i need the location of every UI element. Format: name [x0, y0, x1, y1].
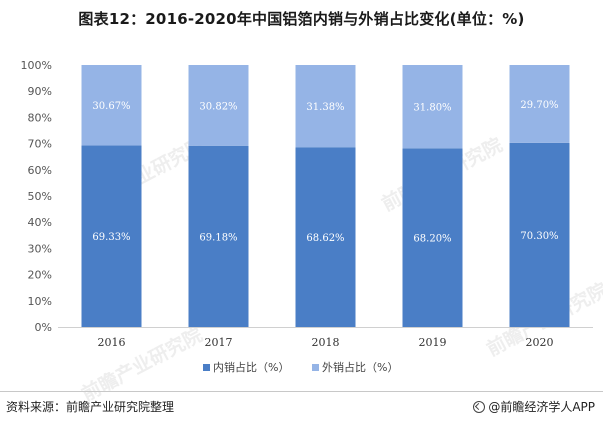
- bar-outer-sales: [509, 65, 570, 143]
- y-tick-label: 90%: [28, 85, 52, 98]
- bar-inner-sales: [509, 142, 570, 327]
- data-label-inner: 69.33%: [92, 232, 130, 243]
- x-tick-label: 2019: [419, 336, 447, 349]
- data-label-inner: 68.62%: [306, 233, 344, 244]
- bar-inner-sales: [81, 145, 142, 327]
- y-tick-label: 80%: [28, 111, 52, 124]
- data-label-inner: 68.20%: [413, 234, 451, 245]
- legend-inner-sales-label: 内销占比（%）: [213, 360, 289, 374]
- stacked-bar-chart: 0% 10% 20% 30% 40% 50% 60% 70% 80% 90% 100% 69.33% 3…: [21, 59, 593, 374]
- bar-inner-sales: [188, 145, 249, 327]
- footer-divider: [0, 391, 603, 392]
- y-tick-label: 50%: [28, 190, 52, 203]
- legend-outer-sales-label: 外销占比（%）: [322, 360, 398, 374]
- x-tick-label: 2020: [526, 336, 554, 349]
- y-tick-label: 30%: [28, 242, 52, 255]
- bar-outer-sales: [295, 65, 356, 148]
- bar-inner-sales: [295, 147, 356, 327]
- legend-outer-sales-swatch: [312, 364, 319, 371]
- x-tick-label: 2018: [312, 336, 340, 349]
- data-label-outer: 30.82%: [199, 101, 237, 112]
- source-note: 资料来源：前瞻产业研究院整理: [6, 400, 175, 414]
- data-label-inner: 70.30%: [520, 231, 558, 242]
- y-tick-label: 10%: [28, 295, 52, 308]
- chart-title: 图表12：2016-2020年中国铝箔内销与外销占比变化(单位：%): [78, 10, 525, 28]
- data-label-outer: 31.80%: [413, 103, 451, 114]
- bar-outer-sales: [188, 65, 249, 146]
- x-tick-label: 2016: [98, 336, 126, 349]
- y-tick-label: 20%: [28, 269, 52, 282]
- bar-inner-sales: [402, 148, 463, 327]
- brand-text: @前瞻经济学人APP: [488, 400, 595, 414]
- y-tick-label: 70%: [28, 138, 52, 151]
- legend-inner-sales-swatch: [203, 364, 210, 371]
- y-tick-label: 40%: [28, 216, 52, 229]
- y-tick-label: 100%: [21, 59, 52, 72]
- brand-credit: @前瞻经济学人APP: [473, 398, 595, 415]
- data-label-inner: 69.18%: [199, 232, 237, 243]
- data-label-outer: 30.67%: [92, 101, 130, 112]
- brand-logo-icon: [473, 400, 486, 413]
- x-tick-label: 2017: [205, 336, 233, 349]
- data-label-outer: 29.70%: [520, 100, 558, 111]
- data-label-outer: 31.38%: [306, 102, 344, 113]
- bar-outer-sales: [81, 65, 142, 146]
- y-tick-label: 60%: [28, 164, 52, 177]
- y-tick-label: 0%: [35, 321, 52, 334]
- bar-outer-sales: [402, 65, 463, 149]
